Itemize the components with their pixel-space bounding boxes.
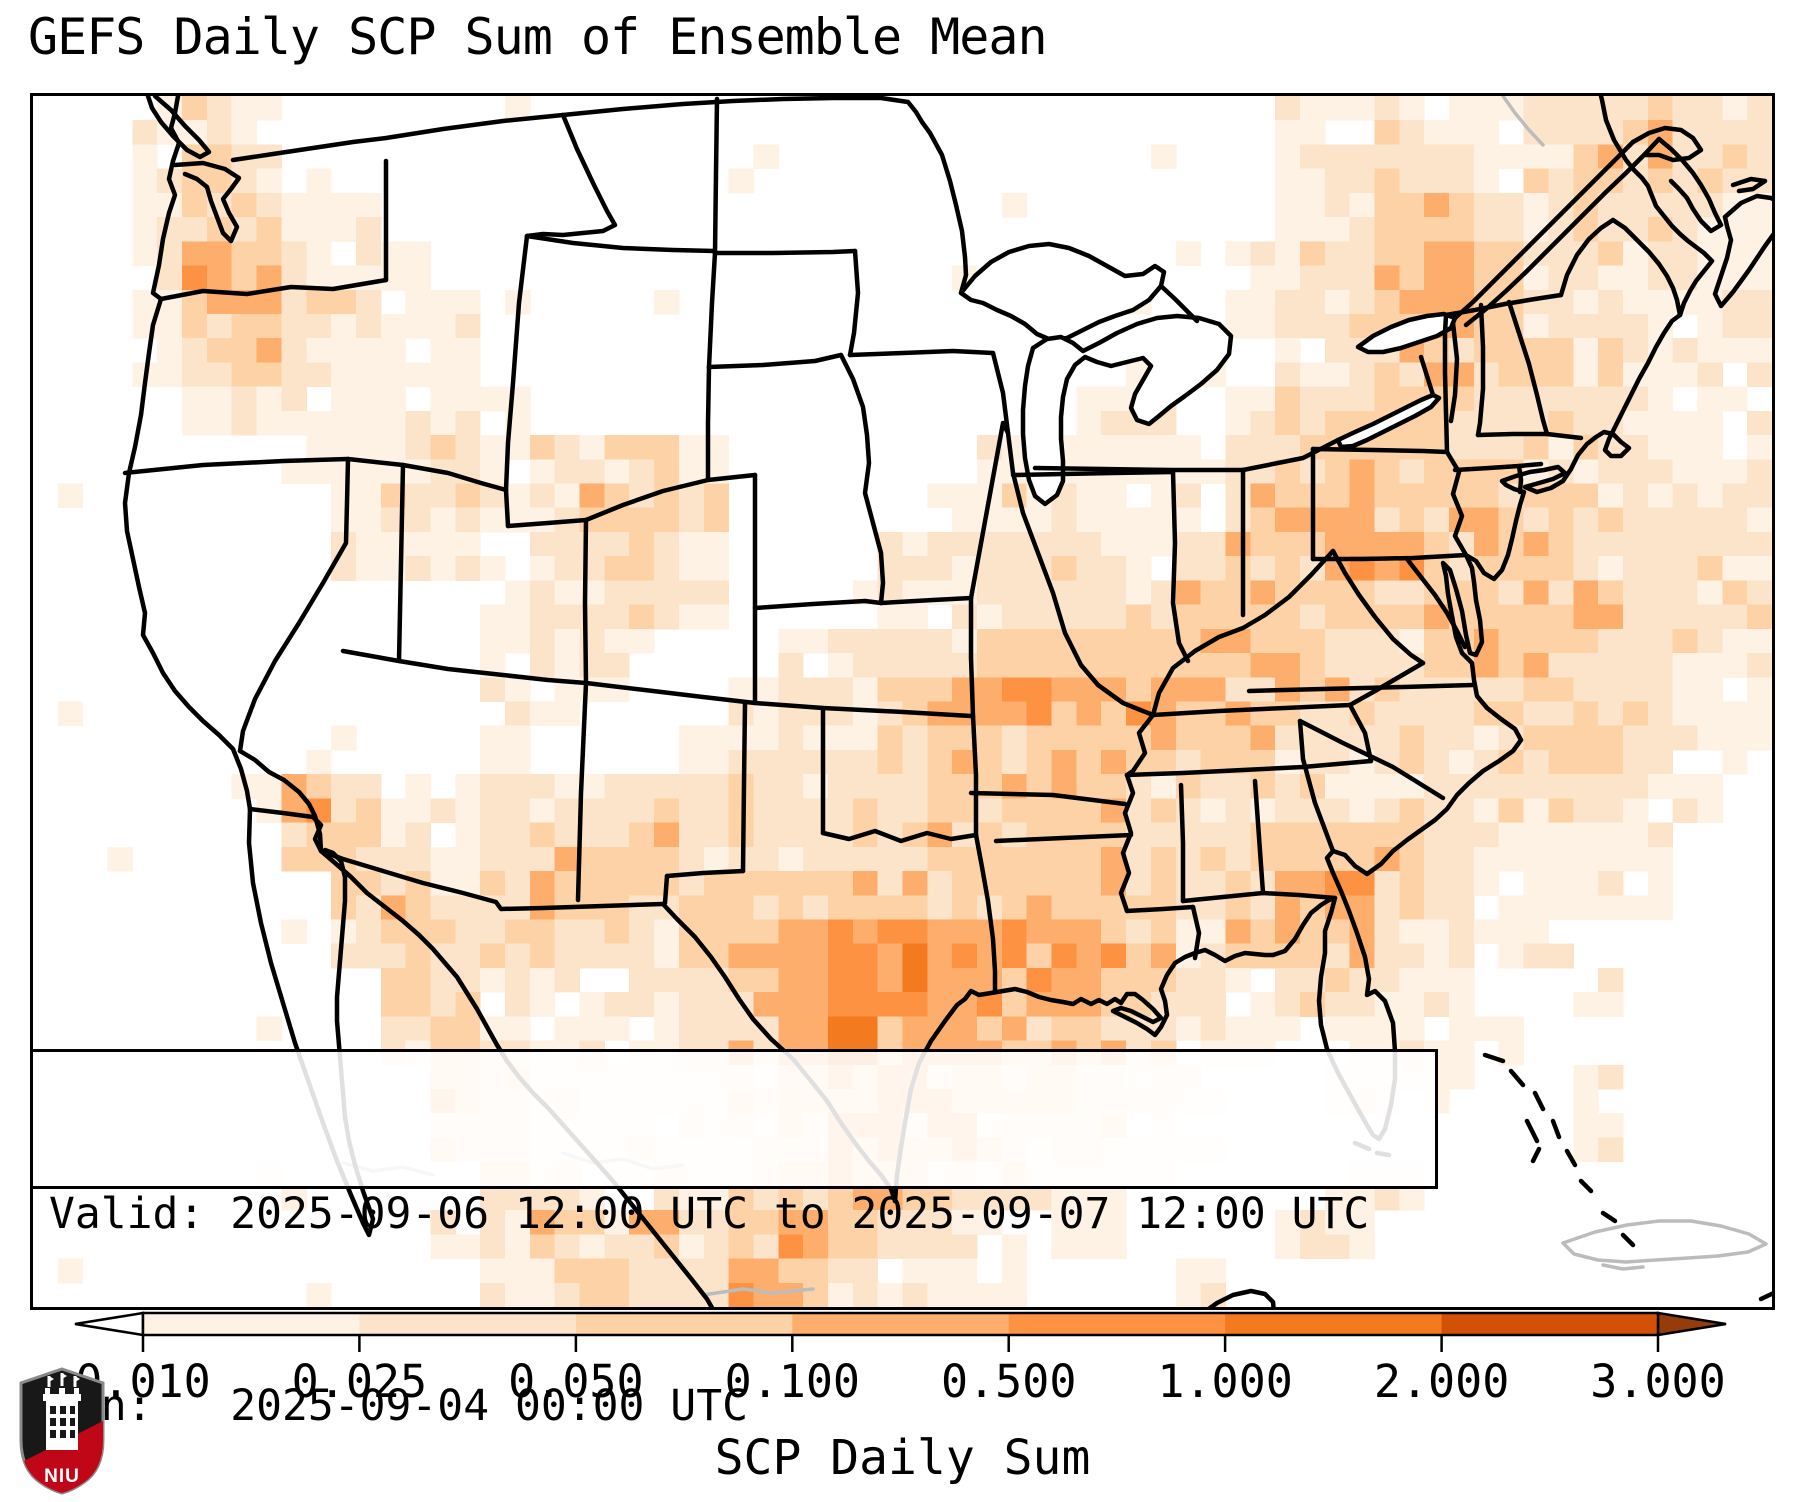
state-borders <box>122 96 1683 994</box>
colorbar-tick-label: 0.050 <box>508 1355 643 1408</box>
colorbar: 0.010 0.025 0.050 0.100 0.500 1.000 2.000 3.000 <box>74 1311 1727 1408</box>
valid-line: Valid: 2025-09-06 12:00 UTC to 2025-09-07… <box>49 1182 1435 1246</box>
colorbar-tick-label: 0.025 <box>292 1355 427 1408</box>
figure-title: GEFS Daily SCP Sum of Ensemble Mean <box>28 8 1048 66</box>
valid-label: Valid: <box>49 1189 205 1239</box>
colorbar-label: SCP Daily Sum <box>714 1430 1091 1486</box>
valid-value: 2025-09-06 12:00 UTC to 2025-09-07 12:00… <box>230 1189 1370 1239</box>
colorbar-tick-label: 3.000 <box>1590 1355 1725 1408</box>
niu-logo: NIU <box>19 1367 105 1495</box>
logo-castle-icon <box>43 1373 81 1450</box>
colorbar-tick-label: 2.000 <box>1374 1355 1509 1408</box>
logo-text: NIU <box>44 1466 80 1487</box>
niagara-river <box>1418 354 1436 398</box>
run-line: Run:2025-09-04 00:00 UTC <box>49 1374 1435 1438</box>
valid-run-box: Valid: 2025-09-06 12:00 UTC to 2025-09-07… <box>30 1049 1438 1431</box>
colorbar-tick-label: 1.000 <box>1157 1355 1292 1408</box>
logo-red-band <box>24 1421 103 1493</box>
run-value: 2025-09-04 00:00 UTC <box>230 1381 748 1431</box>
great-lakes <box>958 241 1458 507</box>
colorbar-tick-label: 0.100 <box>725 1355 860 1408</box>
map-svg <box>57 96 1772 1307</box>
sault-border <box>1158 283 1200 324</box>
colorbar-tick-label: 0.500 <box>941 1355 1076 1408</box>
